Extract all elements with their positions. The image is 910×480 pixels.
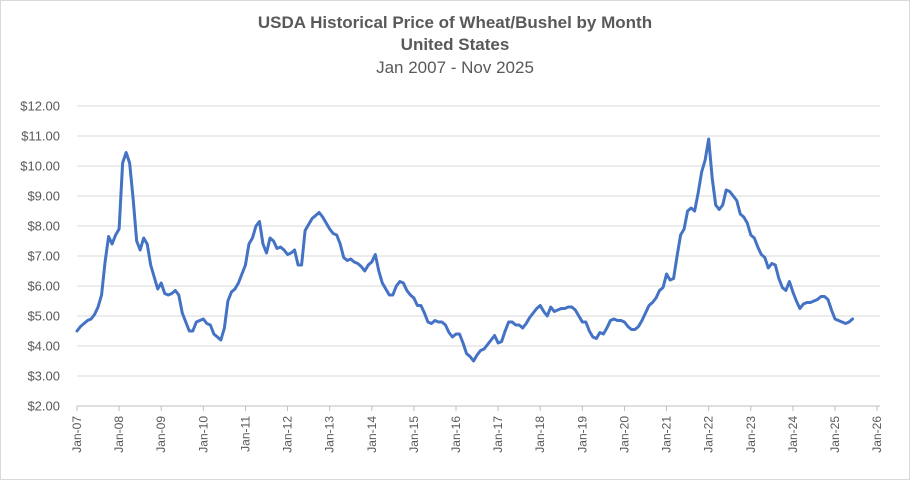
y-axis: $2.00 $3.00 $4.00 $5.00 $6.00 $7.00 $8.00 $9.00… (20, 99, 60, 414)
series-line-wheat-price (75, 137, 855, 363)
y-tick-label: $2.00 (27, 399, 60, 414)
y-tick-label: $9.00 (27, 189, 60, 204)
x-tick-label: Jan-24 (786, 416, 800, 453)
y-tick-label: $5.00 (27, 309, 60, 324)
y-tick-label: $6.00 (27, 279, 60, 294)
x-tick-label: Jan-10 (196, 416, 210, 453)
chart-title-block: USDA Historical Price of Wheat/Bushel by… (0, 12, 910, 80)
x-tick-label: Jan-08 (112, 416, 126, 453)
chart-date-range: Jan 2007 - Nov 2025 (376, 58, 534, 77)
x-tick-label: Jan-07 (70, 416, 84, 453)
x-tick-label: Jan-22 (702, 416, 716, 453)
chart-title: USDA Historical Price of Wheat/Bushel by… (257, 13, 653, 32)
y-tick-label: $4.00 (27, 339, 60, 354)
y-tick-label: $3.00 (27, 369, 60, 384)
x-tick-label: Jan-25 (828, 416, 842, 453)
y-tick-label: $11.00 (21, 129, 60, 144)
gridlines (77, 105, 880, 407)
x-tick-label: Jan-11 (238, 416, 252, 452)
x-tick-label: Jan-21 (660, 416, 674, 453)
x-tick-label: Jan-09 (154, 416, 168, 453)
y-tick-label: $10.00 (20, 159, 60, 174)
x-tick-label: Jan-16 (449, 416, 463, 453)
x-axis: Jan-07 Jan-08 Jan-09 Jan-10 Jan-11 Jan-12 Jan-… (70, 406, 884, 453)
series-layer (75, 137, 855, 363)
x-tick-label: Jan-20 (617, 416, 631, 453)
x-tick-label: Jan-19 (575, 416, 589, 453)
y-tick-label: $7.00 (27, 249, 60, 264)
chart-subtitle: United States (400, 35, 510, 54)
y-tick-label: $8.00 (27, 219, 60, 234)
x-tick-label: Jan-26 (870, 416, 884, 453)
x-tick-label: Jan-23 (744, 416, 758, 453)
y-tick-label: $12.00 (20, 99, 60, 114)
x-tick-label: Jan-13 (323, 416, 337, 453)
x-tick-label: Jan-14 (365, 416, 379, 453)
x-tick-label: Jan-15 (407, 416, 421, 453)
x-tick-label: Jan-17 (491, 416, 505, 453)
x-tick-label: Jan-18 (533, 416, 547, 453)
x-tick-label: Jan-12 (281, 416, 295, 453)
